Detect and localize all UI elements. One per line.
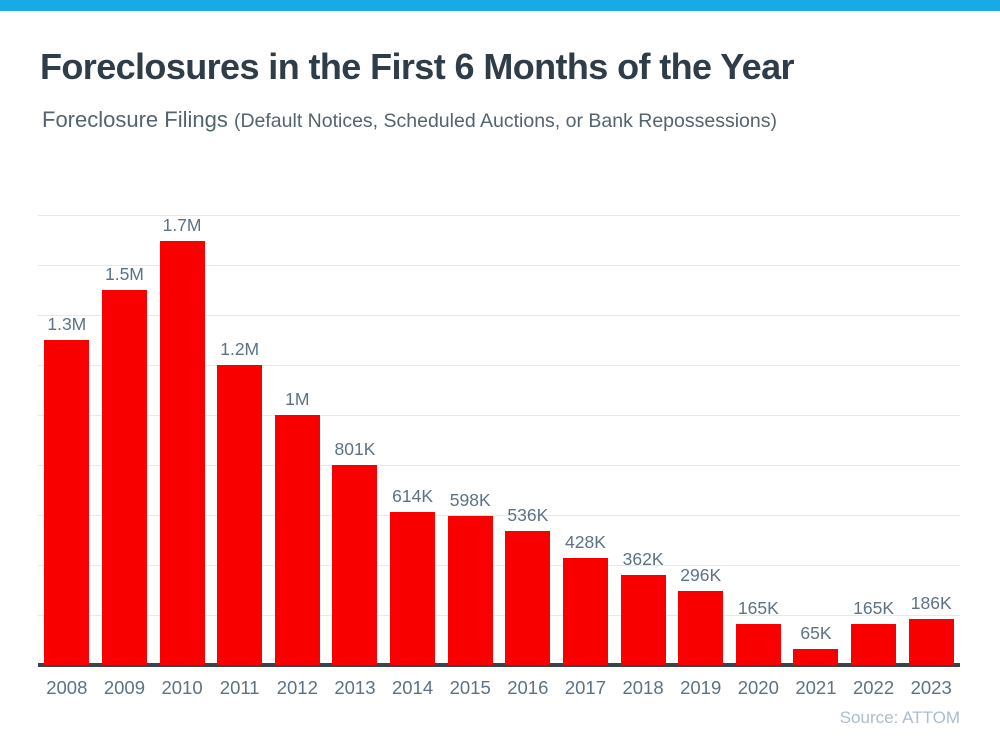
x-axis-labels: 2008 2009 2010 2011 2012 2013 2014 2015 2016 2017… — [38, 677, 960, 699]
bar — [735, 623, 781, 665]
gridline — [38, 215, 960, 216]
bar — [217, 365, 263, 665]
x-axis-tick-label: 2017 — [564, 677, 607, 698]
page-title: Foreclosures in the First 6 Months of th… — [40, 46, 795, 87]
subtitle-main: Foreclosure Filings — [42, 107, 234, 132]
bar-value-label: 536K — [507, 505, 549, 525]
x-axis-tick-label: 2022 — [852, 677, 895, 698]
bar-value-label: 362K — [622, 548, 664, 569]
bar — [562, 558, 608, 665]
x-axis-tick-label: 2018 — [622, 677, 664, 698]
bar — [447, 515, 493, 665]
gridline — [38, 565, 960, 566]
bar — [620, 574, 666, 665]
bar-column: 165K — [845, 215, 903, 665]
bar-column: 1.2M — [211, 215, 269, 665]
x-axis-tick-label: 2012 — [276, 677, 318, 698]
gridline — [38, 415, 960, 416]
source-attribution: Source: ATTOM — [839, 708, 960, 727]
bar — [505, 531, 551, 665]
gridline — [38, 615, 960, 616]
x-axis-tick-label: 2011 — [219, 677, 260, 698]
bar — [678, 591, 724, 665]
x-axis-line — [38, 663, 960, 667]
x-axis-tick-label: 2015 — [449, 677, 491, 698]
bar-value-label: 1M — [285, 389, 310, 409]
bar-column: 1.3M — [38, 215, 96, 665]
x-axis-tick-label: 2010 — [161, 677, 203, 698]
bar-column: 1.5M — [96, 215, 154, 665]
bar-value-label: 1.2M — [220, 339, 260, 359]
bar-value-label: 1.7M — [162, 215, 202, 235]
bar — [851, 623, 897, 665]
bar-value-label: 598K — [449, 489, 491, 510]
bar-column: 536K — [499, 215, 557, 665]
bar-value-label: 165K — [737, 597, 779, 618]
bar-column: 598K — [441, 215, 499, 665]
bar-column: 614K — [384, 215, 442, 665]
bar — [390, 511, 436, 665]
bar — [44, 340, 90, 665]
bar — [274, 415, 320, 665]
bar-column: 165K — [730, 215, 788, 665]
x-axis-tick-label: 2019 — [680, 677, 722, 698]
bar — [793, 648, 839, 665]
x-axis-tick-label: 2013 — [334, 677, 376, 698]
bar-column: 362K — [614, 215, 672, 665]
x-axis-tick-label: 2009 — [103, 677, 146, 698]
bar-column: 801K — [326, 215, 384, 665]
bars-row: 1.3M 1.5M 1.7M 1.2M 1M 801K 614K 598K 536K 428K 36… — [38, 215, 960, 665]
bar-column: 1M — [269, 215, 327, 665]
bar-column: 65K — [787, 215, 845, 665]
gridline — [38, 465, 960, 466]
x-axis-tick-label: 2014 — [391, 677, 434, 698]
bar-column: 296K — [672, 215, 730, 665]
x-axis-tick-label: 2016 — [507, 677, 549, 698]
bar-value-label: 65K — [800, 622, 832, 643]
gridline — [38, 365, 960, 366]
subtitle-parenthetical: (Default Notices, Scheduled Auctions, or… — [233, 110, 777, 132]
gridline — [38, 315, 960, 316]
bar — [101, 290, 147, 665]
bar-value-label: 296K — [680, 565, 722, 585]
bar — [332, 464, 378, 665]
chart-subtitle: Foreclosure Filings (Default Notices, Sc… — [42, 107, 972, 133]
bar-column: 428K — [557, 215, 615, 665]
top-accent-bar — [0, 0, 1000, 11]
bar — [159, 241, 205, 665]
x-axis-tick-label: 2020 — [737, 677, 779, 698]
gridline — [38, 515, 960, 516]
bar-value-label: 614K — [392, 485, 433, 506]
gridline — [38, 265, 960, 266]
bar — [908, 618, 954, 665]
x-axis-tick-label: 2021 — [795, 677, 837, 698]
bar-value-label: 801K — [334, 438, 376, 459]
bar-value-label: 186K — [910, 592, 952, 613]
bar-value-label: 1.3M — [47, 314, 87, 334]
x-axis-tick-label: 2008 — [46, 677, 88, 698]
bar-value-label: 428K — [565, 532, 606, 552]
plot-area: 1.3M 1.5M 1.7M 1.2M 1M 801K 614K 598K 536K 428K 36… — [38, 215, 960, 667]
bar-column: 1.7M — [153, 215, 211, 665]
bar-column: 186K — [902, 215, 960, 665]
x-axis-tick-label: 2023 — [910, 677, 952, 698]
bar-value-label: 165K — [853, 597, 894, 618]
bar-value-label: 1.5M — [104, 264, 144, 284]
bar-chart: 1.3M 1.5M 1.7M 1.2M 1M 801K 614K 598K 536K 428K 36… — [38, 215, 960, 715]
